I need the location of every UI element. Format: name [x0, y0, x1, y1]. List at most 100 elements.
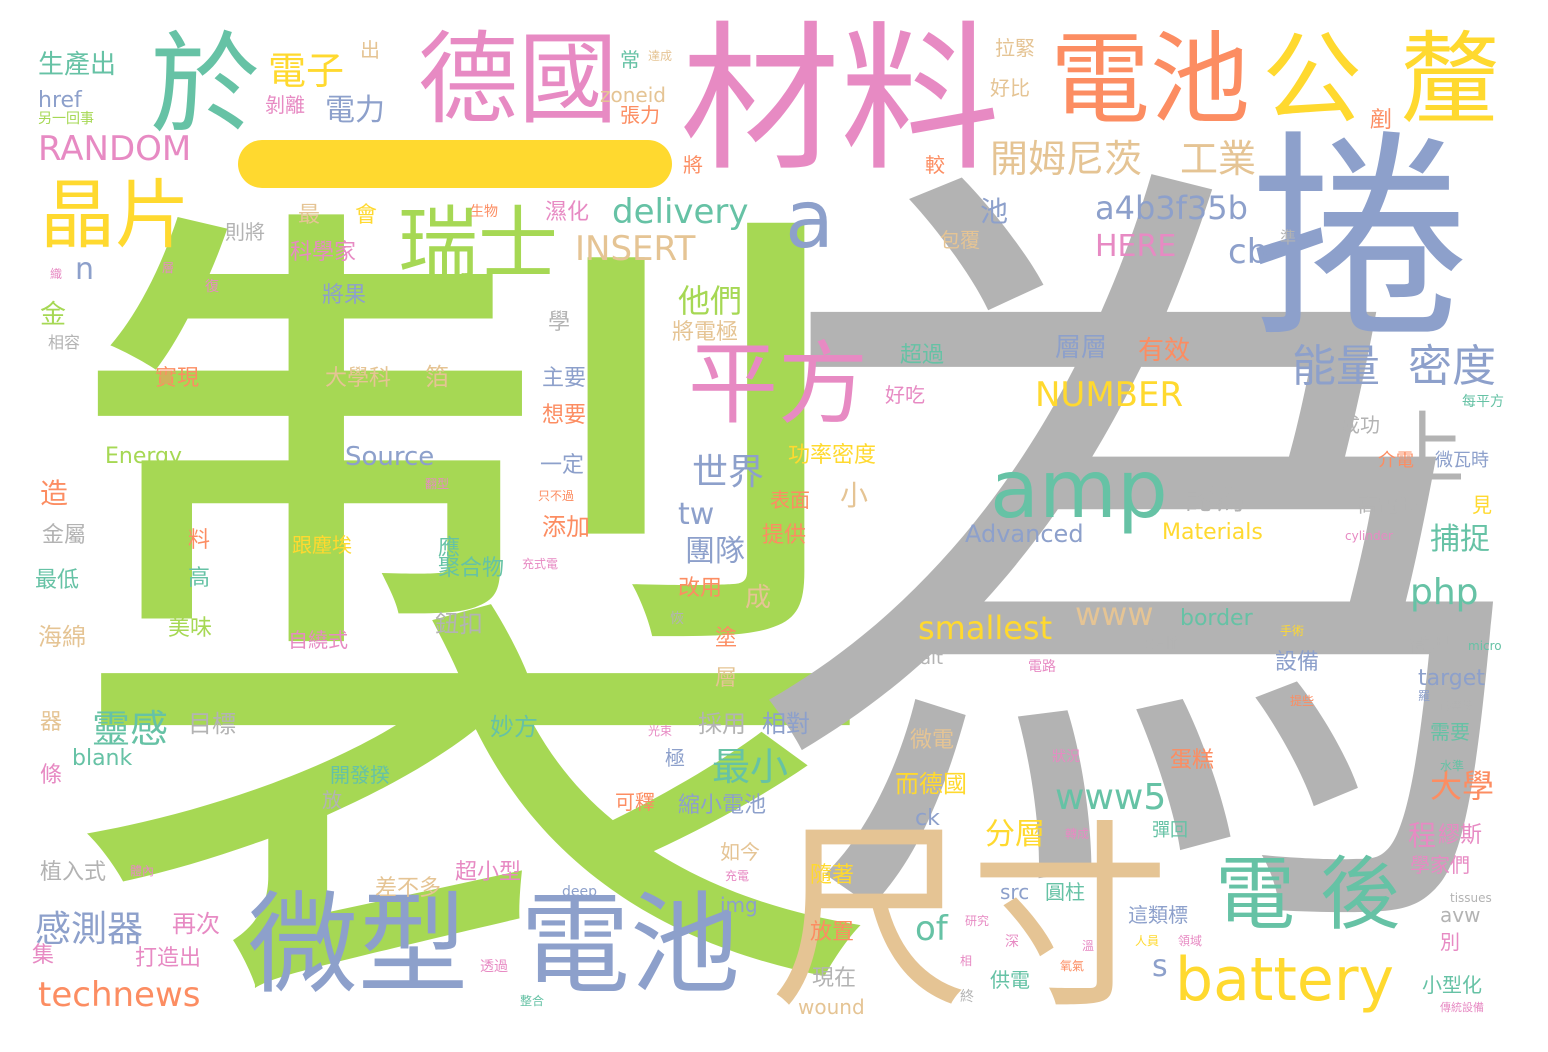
word: 大學	[1430, 767, 1495, 805]
word: 如今	[720, 840, 760, 864]
word: 整合	[520, 994, 545, 1008]
word: 妙方	[490, 713, 538, 741]
word: 微型	[248, 881, 468, 1009]
word: 縮小電池	[678, 793, 767, 818]
word: 最小	[712, 745, 789, 789]
word: 製	[55, 141, 895, 1052]
word: 想要	[542, 403, 587, 428]
word: smallest	[918, 609, 1053, 647]
word: 只不過	[538, 489, 575, 503]
word: avw	[1440, 903, 1481, 927]
word: 研究	[965, 914, 990, 928]
word: www5	[1055, 777, 1167, 818]
word: 金	[40, 300, 67, 330]
yellow-dash-shape	[238, 140, 672, 188]
word: 彈回	[1152, 820, 1188, 841]
word: 層層	[1055, 333, 1108, 363]
word: 拉緊	[995, 36, 1035, 60]
word: 捕捉	[1430, 522, 1490, 557]
word: tw	[678, 497, 715, 532]
word: 成	[745, 583, 772, 613]
word: 捲	[1250, 112, 1471, 368]
word: 繆斯	[1438, 823, 1483, 848]
word: 平方	[688, 332, 868, 437]
word: 器	[40, 710, 63, 735]
word: 應	[438, 536, 461, 561]
word: 將果	[322, 283, 367, 308]
word: 程	[1408, 819, 1437, 852]
word: tissues	[1450, 891, 1492, 905]
word: 上	[1385, 403, 1465, 496]
word: 實現	[155, 366, 200, 391]
word: 微瓦時	[1435, 450, 1489, 471]
word: 科學家	[290, 240, 357, 265]
word: 團隊	[685, 534, 745, 569]
word: delivery	[612, 192, 749, 232]
word: href	[38, 88, 82, 113]
word: RANDOM	[38, 129, 192, 169]
word: 放	[322, 788, 342, 812]
word: 水準	[1440, 759, 1465, 773]
word: 於	[150, 21, 260, 149]
word: Materials	[1162, 520, 1263, 545]
word: 世界	[692, 452, 765, 493]
word: 最低	[35, 568, 80, 593]
word: 小	[840, 479, 869, 512]
word: deep	[562, 884, 597, 900]
word: n	[75, 252, 95, 287]
word: s	[1152, 949, 1168, 984]
word: 充電	[725, 869, 750, 883]
word: 成功	[1340, 413, 1380, 437]
word: 後	[1320, 848, 1400, 941]
word: 料	[188, 528, 211, 553]
word: 隨著	[810, 863, 855, 888]
word: 別	[1440, 930, 1460, 954]
word: 極	[665, 746, 685, 770]
word: 層	[162, 261, 175, 275]
word: 體內	[130, 864, 155, 878]
word: NUMBER	[1035, 375, 1184, 415]
word: 相容	[48, 333, 81, 352]
word: 大學科	[325, 366, 392, 391]
word: 復	[205, 279, 219, 295]
word: cylinder	[1345, 529, 1393, 543]
word: 翻型	[425, 477, 450, 491]
word: of	[915, 909, 948, 949]
word: 設備	[1275, 650, 1320, 675]
word: 則將	[225, 220, 265, 244]
word: 改用	[678, 576, 723, 601]
word: 提些	[1290, 694, 1315, 708]
word: 功率密度	[788, 443, 877, 468]
word: 張力	[620, 103, 660, 127]
word: 電力	[325, 93, 385, 128]
word: 目標	[188, 710, 236, 738]
word: 剷	[1370, 108, 1393, 133]
word: 海綿	[38, 623, 86, 651]
word: 需要	[1430, 720, 1470, 744]
word: 公	[1262, 21, 1362, 138]
word: wound	[798, 995, 865, 1019]
word: micro	[1468, 639, 1502, 653]
word: 層	[715, 666, 738, 691]
word: 開發揆	[330, 763, 390, 787]
word: self	[1145, 633, 1177, 654]
word: 人員	[1135, 934, 1160, 948]
word: 集	[32, 943, 55, 968]
word: 織	[50, 267, 63, 281]
word: 轉成	[1065, 827, 1090, 841]
word: 剝離	[265, 93, 305, 117]
word: 蛋糕	[1170, 748, 1215, 773]
word: 深	[1005, 934, 1019, 950]
word: 手術	[1280, 624, 1305, 638]
word: 包覆	[940, 228, 980, 252]
word: 常	[620, 48, 640, 72]
word: 認為	[1185, 482, 1245, 517]
word: 超小型	[455, 860, 522, 885]
word: 池	[980, 195, 1009, 228]
word: 微電	[910, 728, 955, 753]
word: 領域	[1178, 934, 1203, 948]
word: Source	[345, 442, 435, 472]
word: 準	[1280, 228, 1297, 247]
word: 而德國	[895, 770, 967, 798]
word: www	[1075, 595, 1154, 633]
